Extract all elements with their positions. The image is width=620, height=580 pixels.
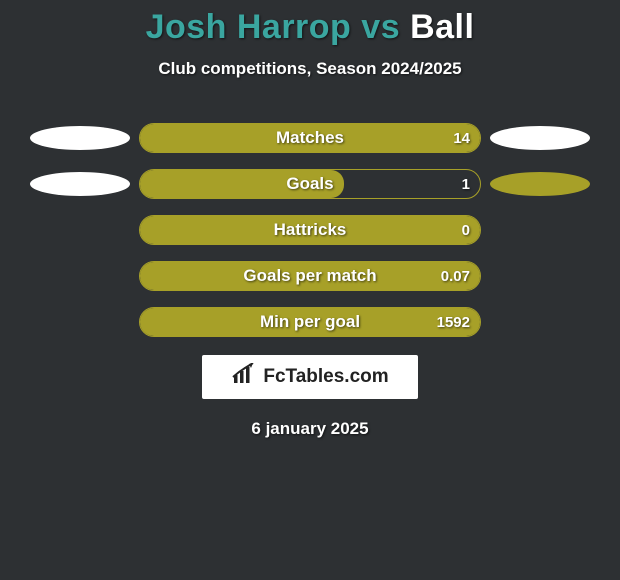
vs-text: vs: [361, 8, 400, 46]
stat-bar: Min per goal 1592: [139, 307, 481, 337]
stat-bar: Hattricks 0: [139, 215, 481, 245]
stat-bar: Goals per match 0.07: [139, 261, 481, 291]
stat-value: 14: [453, 130, 470, 147]
stat-value: 0.07: [441, 268, 470, 285]
stat-row: Goals 1: [20, 169, 600, 199]
stat-label: Min per goal: [260, 312, 360, 332]
date-text: 6 january 2025: [0, 419, 620, 439]
right-marker: [490, 126, 590, 150]
source-logo: FcTables.com: [202, 355, 418, 399]
left-marker: [30, 172, 130, 196]
right-marker: [490, 172, 590, 196]
stat-bar: Matches 14: [139, 123, 481, 153]
stat-value: 1592: [437, 314, 470, 331]
stat-row: Min per goal 1592: [20, 307, 600, 337]
container: Josh Harrop vs Ball Club competitions, S…: [0, 0, 620, 439]
comparison-chart: Matches 14 Goals 1 Hattricks 0: [0, 123, 620, 337]
stat-label: Matches: [276, 128, 344, 148]
player2-name: Ball: [410, 8, 474, 46]
logo-text: FcTables.com: [263, 366, 388, 388]
stat-value: 0: [462, 222, 470, 239]
left-marker: [30, 126, 130, 150]
chart-icon: [231, 363, 257, 391]
player1-name: Josh Harrop: [146, 8, 352, 46]
stat-row: Goals per match 0.07: [20, 261, 600, 291]
stat-row: Matches 14: [20, 123, 600, 153]
stat-label: Hattricks: [274, 220, 347, 240]
page-title: Josh Harrop vs Ball: [0, 8, 620, 47]
stat-label: Goals per match: [243, 266, 376, 286]
stat-value: 1: [462, 176, 470, 193]
stat-label: Goals: [286, 174, 333, 194]
stat-bar: Goals 1: [139, 169, 481, 199]
stat-row: Hattricks 0: [20, 215, 600, 245]
subtitle: Club competitions, Season 2024/2025: [0, 59, 620, 79]
